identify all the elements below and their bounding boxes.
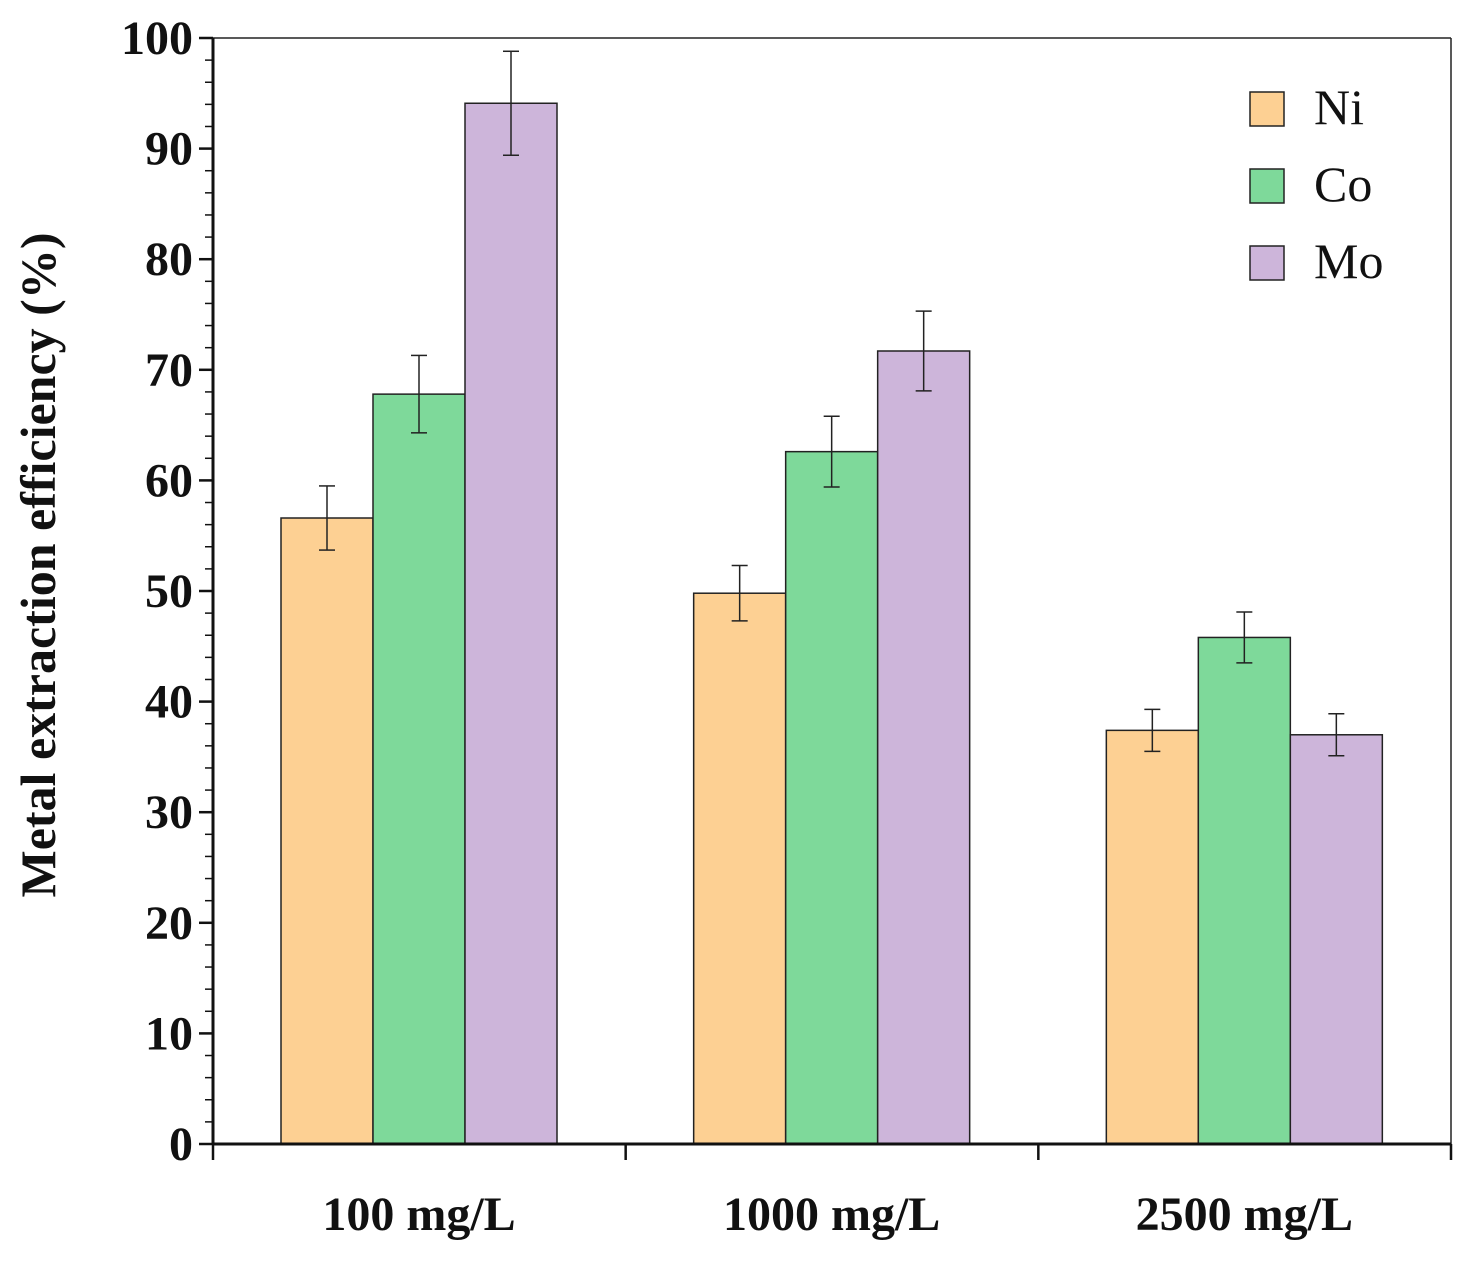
legend-swatch-co <box>1249 168 1285 204</box>
legend-swatch-mo <box>1249 245 1285 281</box>
x-category-label-0: 100 mg/L <box>322 1188 515 1241</box>
y-tick-label-70: 70 <box>145 344 193 397</box>
bar-ni-0 <box>280 517 374 1145</box>
x-category-label-1: 1000 mg/L <box>723 1188 940 1241</box>
y-tick-label-30: 30 <box>145 786 193 839</box>
y-tick-label-80: 80 <box>145 233 193 286</box>
bar-mo-1 <box>876 350 971 1145</box>
y-tick-label-40: 40 <box>145 676 193 729</box>
legend-label-ni: Ni <box>1314 79 1364 135</box>
y-axis-title: Metal extraction efficiency (%) <box>10 233 66 898</box>
bar-co-1 <box>784 450 879 1145</box>
y-tick-label-100: 100 <box>121 12 193 65</box>
y-tick-label-50: 50 <box>145 565 193 618</box>
legend-label-co: Co <box>1314 156 1372 212</box>
y-tick-label-20: 20 <box>145 897 193 950</box>
y-tick-label-60: 60 <box>145 454 193 507</box>
bar-co-2 <box>1197 636 1292 1145</box>
bar-mo-0 <box>464 102 558 1145</box>
bar-mo-2 <box>1289 734 1384 1145</box>
y-tick-label-0: 0 <box>169 1118 193 1171</box>
bar-ni-2 <box>1105 729 1200 1145</box>
bar-ni-1 <box>692 592 787 1145</box>
legend-swatch-ni <box>1249 91 1285 127</box>
bar-co-0 <box>372 393 466 1145</box>
y-tick-label-10: 10 <box>145 1007 193 1060</box>
y-tick-label-90: 90 <box>145 123 193 176</box>
x-category-label-2: 2500 mg/L <box>1136 1188 1353 1241</box>
legend-label-mo: Mo <box>1314 233 1383 289</box>
